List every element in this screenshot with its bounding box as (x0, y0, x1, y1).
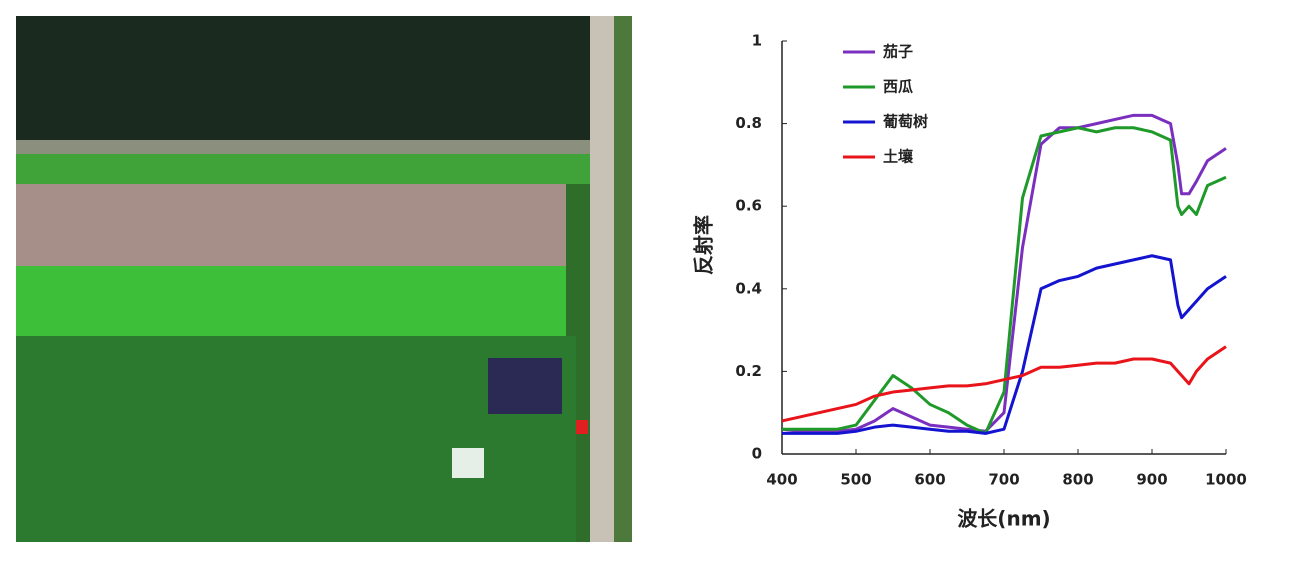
y-tick-label: 0.4 (735, 279, 762, 297)
y-tick-label: 0.2 (735, 362, 762, 380)
x-axis-title: 波长(nm) (957, 507, 1050, 531)
legend-label: 茄子 (882, 43, 913, 61)
series-line (782, 254, 1227, 435)
y-axis-title: 反射率 (692, 215, 716, 275)
y-tick-label: 0 (752, 445, 762, 463)
y-tick-label: 0.8 (735, 114, 762, 132)
legend-label: 西瓜 (883, 78, 913, 96)
series-line (782, 126, 1227, 435)
x-tick-label: 400 (766, 471, 797, 489)
x-tick-label: 1000 (1205, 471, 1247, 489)
aerial-photo (16, 16, 632, 542)
y-tick-label: 1 (752, 32, 762, 50)
x-tick-label: 500 (840, 471, 871, 489)
legend-label: 土壤 (883, 148, 914, 166)
x-tick-label: 900 (1136, 471, 1167, 489)
series-line (781, 345, 1227, 423)
series-line (781, 113, 1227, 433)
x-tick-label: 800 (1062, 471, 1093, 489)
x-tick-label: 700 (988, 471, 1019, 489)
legend-label: 葡萄树 (882, 113, 928, 131)
y-tick-label: 0.6 (735, 197, 762, 215)
x-tick-label: 600 (914, 471, 945, 489)
